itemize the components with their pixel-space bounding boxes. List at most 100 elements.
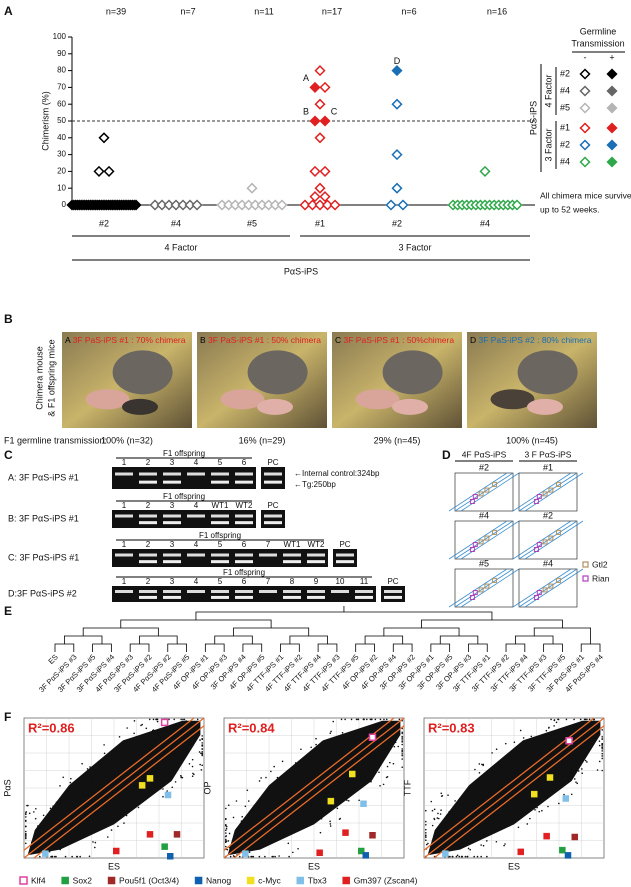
cloud-dot: [430, 800, 433, 803]
cloud-dot: [366, 778, 369, 781]
cloud-dot: [394, 741, 397, 744]
cloud-dot: [315, 743, 317, 746]
cloud-dot: [166, 790, 168, 792]
y-axis-label: TTF: [402, 779, 412, 796]
cloud-dot: [277, 796, 280, 799]
cloud-dot: [538, 810, 541, 813]
cloud-dot: [446, 814, 448, 817]
cloud-dot: [71, 855, 73, 858]
cloud-dot: [550, 718, 552, 721]
cloud-dot: [247, 800, 250, 802]
group-label: #2: [99, 218, 109, 228]
cloud-dot: [199, 739, 201, 741]
cloud-dot: [401, 766, 404, 768]
tree-edge: [439, 635, 479, 644]
y-tick-label: 80: [57, 66, 66, 75]
chimera-point: [314, 65, 326, 77]
cloud-dot: [294, 762, 297, 764]
transmission: 16% (n=29): [239, 435, 286, 445]
cloud-dot: [495, 748, 498, 751]
cloud-dot: [168, 718, 170, 721]
cloud-dot: [540, 783, 543, 785]
cloud-dot: [491, 752, 493, 754]
lane-label: 5: [218, 540, 223, 549]
cloud-dot: [25, 825, 27, 828]
cloud-dot: [288, 855, 290, 858]
cloud-dot: [274, 819, 277, 822]
cloud-dot: [96, 819, 98, 822]
cloud-dot: [541, 809, 543, 812]
cloud-dot: [401, 750, 404, 753]
cloud-dot: [369, 718, 372, 721]
cloud-dot: [301, 807, 304, 810]
cloud-dot: [373, 758, 376, 761]
cloud-dot: [570, 772, 572, 775]
cloud-dot: [339, 780, 341, 783]
legend-swatch: [342, 876, 350, 885]
diagonal: [518, 568, 578, 608]
legend-open: [579, 122, 591, 134]
cloud-dot: [345, 778, 348, 780]
cloud-dot: [572, 764, 574, 766]
cloud-dot: [582, 754, 585, 757]
fold-line: [433, 717, 615, 859]
cloud-dot: [430, 849, 433, 851]
band: [283, 560, 301, 564]
cloud-dot: [386, 765, 389, 768]
cloud-dot: [338, 818, 341, 820]
cloud-dot: [86, 768, 89, 770]
cloud-dot: [50, 855, 52, 858]
cloud-dot: [433, 818, 436, 821]
cloud-dot: [159, 787, 162, 790]
cloud-dot: [143, 777, 146, 779]
cloud-dot: [165, 771, 168, 773]
group-label: #4: [480, 218, 490, 228]
cloud-dot: [519, 805, 522, 807]
lane-label: WT1: [284, 540, 301, 549]
gene-marker: [358, 847, 365, 855]
cloud-dot: [368, 779, 371, 782]
cloud-dot: [479, 801, 481, 804]
cloud-dot: [365, 734, 368, 737]
chimera-point: [98, 132, 110, 144]
cloud-dot: [94, 841, 97, 844]
cloud-dot: [532, 743, 534, 746]
cloud-dot: [342, 798, 344, 800]
chimera-point: [397, 199, 409, 211]
cloud-dot: [454, 800, 456, 802]
legend-swatch: [107, 876, 116, 885]
diagonal: [524, 520, 584, 560]
cloud-dot: [48, 850, 51, 853]
lane-label: 6: [242, 458, 247, 467]
gene-marker: [349, 770, 356, 778]
cloud-dot: [431, 809, 434, 812]
cloud-dot: [465, 804, 468, 807]
cloud-dot: [364, 781, 366, 783]
cloud-dot: [82, 826, 84, 829]
cloud-dot: [85, 789, 87, 792]
cloud-dot: [451, 855, 454, 858]
cloud-dot: [503, 788, 505, 791]
cloud-dot: [526, 823, 529, 825]
band: [163, 560, 181, 564]
cloud-dot: [378, 771, 380, 774]
cloud-dot: [596, 732, 598, 734]
tree-edge: [505, 643, 526, 652]
gene-square: [472, 542, 478, 548]
cloud-dot: [601, 736, 603, 738]
cloud-dot: [225, 825, 228, 828]
cloud-dot: [191, 775, 194, 777]
lane-label: PC: [387, 577, 398, 586]
y-tick-label: 10: [57, 183, 66, 192]
chimera-point: [309, 81, 321, 93]
cloud-dot: [344, 745, 347, 747]
cloud-dot: [113, 774, 116, 777]
cloud-dot: [313, 750, 316, 753]
cloud-dot: [226, 848, 229, 851]
n-label: n=11: [254, 6, 274, 16]
cloud-dot: [548, 772, 550, 775]
cloud-dot: [191, 758, 194, 761]
legend-swatch: [194, 876, 203, 885]
cloud-dot: [385, 718, 388, 721]
n-label: n=6: [401, 6, 416, 16]
